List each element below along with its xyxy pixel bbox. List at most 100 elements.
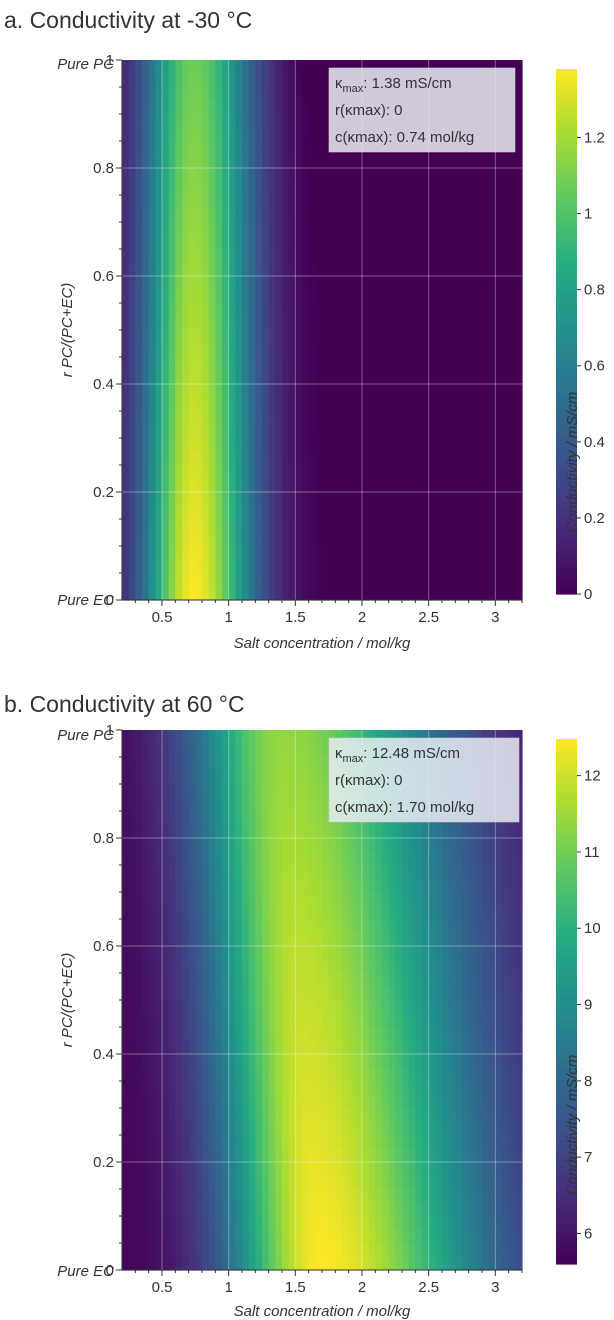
heatmap-cell — [428, 397, 436, 412]
heatmap-cell — [462, 1027, 470, 1042]
heatmap-cell — [502, 892, 510, 907]
heatmap-cell — [282, 797, 290, 812]
heatmap-cell — [175, 195, 183, 210]
heatmap-cell — [402, 559, 410, 574]
heatmap-cell — [215, 262, 223, 277]
heatmap-cell — [395, 824, 403, 839]
heatmap-cell — [368, 1202, 376, 1217]
heatmap-cell — [355, 1013, 363, 1028]
heatmap-cell — [282, 276, 290, 291]
heatmap-cell — [155, 478, 163, 493]
heatmap-cell — [182, 546, 190, 561]
heatmap-cell — [155, 438, 163, 453]
heatmap-cell — [295, 1121, 303, 1136]
heatmap-cell — [148, 276, 156, 291]
heatmap-cell — [502, 397, 510, 412]
heatmap-cell — [268, 195, 276, 210]
heatmap-cell — [162, 384, 170, 399]
heatmap-cell — [335, 1121, 343, 1136]
heatmap-cell — [322, 181, 330, 196]
heatmap-cell — [515, 330, 523, 345]
heatmap-cell — [322, 811, 330, 826]
heatmap-cell — [122, 181, 130, 196]
heatmap-cell — [488, 878, 496, 893]
heatmap-cell — [515, 127, 523, 142]
heatmap-cell — [422, 1148, 430, 1163]
heatmap-cell — [155, 60, 163, 75]
heatmap-cell — [268, 892, 276, 907]
heatmap-cell — [415, 154, 423, 169]
heatmap-cell — [208, 357, 216, 372]
heatmap-cell — [215, 1108, 223, 1123]
heatmap-cell — [302, 316, 310, 331]
heatmap-cell — [248, 100, 256, 115]
heatmap-cell — [442, 343, 450, 358]
heatmap-cell — [188, 797, 196, 812]
heatmap-cell — [448, 892, 456, 907]
heatmap-cell — [442, 905, 450, 920]
heatmap-cell — [182, 1013, 190, 1028]
heatmap-cell — [308, 249, 316, 264]
panel-a-y-axis: 00.20.40.60.81 — [93, 52, 123, 609]
heatmap-cell — [302, 730, 310, 745]
heatmap-cell — [468, 195, 476, 210]
heatmap-cell — [315, 100, 323, 115]
heatmap-cell — [202, 905, 210, 920]
heatmap-cell — [168, 87, 176, 102]
heatmap-cell — [295, 757, 303, 772]
heatmap-cell — [515, 262, 523, 277]
heatmap-cell — [275, 330, 283, 345]
heatmap-cell — [182, 946, 190, 961]
heatmap-cell — [182, 60, 190, 75]
heatmap-cell — [508, 1229, 516, 1244]
heatmap-cell — [502, 573, 510, 588]
heatmap-cell — [382, 851, 390, 866]
heatmap-cell — [222, 1229, 230, 1244]
heatmap-cell — [482, 438, 490, 453]
heatmap-cell — [282, 181, 290, 196]
heatmap-cell — [342, 465, 350, 480]
heatmap-cell — [208, 87, 216, 102]
colorbar-segment — [556, 469, 577, 477]
heatmap-cell — [435, 1054, 443, 1069]
heatmap-cell — [468, 397, 476, 412]
heatmap-cell — [242, 181, 250, 196]
heatmap-cell — [468, 303, 476, 318]
heatmap-cell — [202, 743, 210, 758]
heatmap-cell — [482, 1121, 490, 1136]
heatmap-cell — [435, 878, 443, 893]
heatmap-cell — [282, 973, 290, 988]
heatmap-cell — [342, 1216, 350, 1231]
heatmap-cell — [162, 851, 170, 866]
colorbar-segment — [556, 134, 577, 142]
heatmap-cell — [315, 492, 323, 507]
heatmap-cell — [122, 100, 130, 115]
heatmap-cell — [462, 208, 470, 223]
heatmap-cell — [215, 1067, 223, 1082]
heatmap-cell — [402, 168, 410, 183]
heatmap-cell — [215, 141, 223, 156]
heatmap-cell — [268, 1216, 276, 1231]
heatmap-cell — [275, 1121, 283, 1136]
heatmap-cell — [155, 330, 163, 345]
heatmap-cell — [468, 1243, 476, 1258]
heatmap-cell — [188, 932, 196, 947]
heatmap-cell — [128, 851, 136, 866]
heatmap-cell — [282, 451, 290, 466]
heatmap-cell — [135, 1027, 143, 1042]
heatmap-cell — [268, 1189, 276, 1204]
heatmap-cell — [335, 1000, 343, 1015]
heatmap-cell — [162, 1108, 170, 1123]
heatmap-cell — [508, 1175, 516, 1190]
heatmap-cell — [315, 586, 323, 601]
heatmap-cell — [402, 1256, 410, 1271]
heatmap-cell — [422, 1121, 430, 1136]
heatmap-cell — [408, 195, 416, 210]
heatmap-cell — [342, 276, 350, 291]
heatmap-cell — [395, 1081, 403, 1096]
heatmap-cell — [462, 1216, 470, 1231]
heatmap-cell — [375, 730, 383, 745]
colorbar-segment — [556, 298, 577, 306]
heatmap-cell — [208, 770, 216, 785]
heatmap-cell — [295, 932, 303, 947]
